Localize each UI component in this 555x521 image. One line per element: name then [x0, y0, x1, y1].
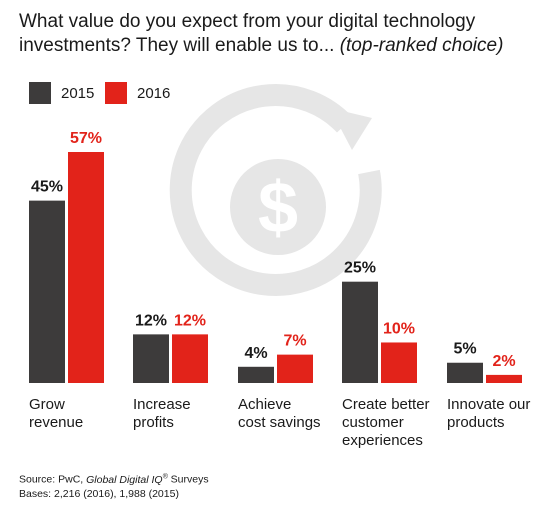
- source-line: Source: PwC, Global Digital IQ® Surveys: [19, 470, 209, 487]
- category-label-line: products: [447, 414, 505, 431]
- bar-2016-3: [381, 342, 417, 383]
- footer: Source: PwC, Global Digital IQ® Surveys …: [19, 470, 209, 501]
- bar-2016-1: [172, 334, 208, 383]
- value-label-2015-0: 45%: [31, 179, 63, 196]
- source-title: Global Digital IQ®: [86, 473, 168, 486]
- source-mark: ®: [162, 473, 168, 480]
- value-label-2015-1: 12%: [135, 312, 167, 329]
- category-label-4: Innovate our products: [447, 396, 555, 432]
- category-label-line: Achieve: [238, 396, 292, 413]
- category-label-line: profits: [133, 414, 174, 431]
- bar-2015-1: [133, 334, 169, 383]
- bar-2016-0: [68, 152, 104, 383]
- bar-2016-2: [277, 354, 313, 383]
- title-note: (top-ranked choice): [339, 35, 504, 56]
- category-label-line: experiences: [342, 432, 423, 449]
- chart-title: What value do you expect from your digit…: [19, 10, 539, 58]
- legend-label-2015: 2015: [61, 84, 95, 102]
- category-label-0: Grow revenue: [29, 396, 139, 432]
- value-label-2015-2: 4%: [244, 345, 267, 362]
- legend-swatch-2015: [29, 82, 51, 104]
- bar-2015-2: [238, 366, 274, 383]
- bar-2016-4: [486, 374, 522, 383]
- source-suffix: Surveys: [170, 473, 209, 486]
- source-title-text: Global Digital IQ: [86, 473, 163, 486]
- legend-item-2015: 2015: [29, 82, 94, 104]
- category-label-line: Grow: [29, 396, 65, 413]
- category-label-line: customer: [342, 414, 404, 431]
- category-label-3: Create better customer experiences: [342, 396, 452, 450]
- category-label-1: Increase profits: [133, 396, 243, 432]
- value-label-2015-4: 5%: [453, 341, 476, 358]
- category-label-line: Innovate our: [447, 396, 531, 413]
- svg-text:$: $: [258, 168, 298, 248]
- legend-item-2016: 2016: [105, 82, 170, 104]
- value-label-2016-2: 7%: [283, 333, 306, 350]
- source-prefix: Source: PwC,: [19, 473, 84, 486]
- value-label-2016-0: 57%: [70, 130, 102, 147]
- title-main: What value do you expect from your digit…: [19, 11, 476, 56]
- value-label-2016-3: 10%: [383, 320, 415, 337]
- value-label-2016-4: 2%: [492, 353, 515, 370]
- value-labels-group: 45% 12% 4% 25% 5% 57% 12% 7% 10% 2%: [31, 130, 516, 370]
- category-label-line: Create better: [342, 396, 430, 413]
- bar-2015-4: [447, 362, 483, 383]
- category-label-2: Achieve cost savings: [238, 396, 348, 432]
- legend-label-2016: 2016: [137, 84, 171, 102]
- category-label-line: revenue: [29, 414, 84, 431]
- category-label-line: cost savings: [238, 414, 321, 431]
- bar-2015-3: [342, 281, 378, 383]
- value-label-2015-3: 25%: [344, 260, 376, 277]
- bar-2015-0: [29, 200, 65, 383]
- bars-group: [29, 152, 522, 383]
- value-label-2016-1: 12%: [174, 312, 206, 329]
- legend-swatch-2016: [105, 82, 127, 104]
- category-label-line: Increase: [133, 396, 191, 413]
- dollar-cycle-icon: $: [169, 84, 382, 296]
- bases-line: Bases: 2,216 (2016), 1,988 (2015): [19, 487, 179, 500]
